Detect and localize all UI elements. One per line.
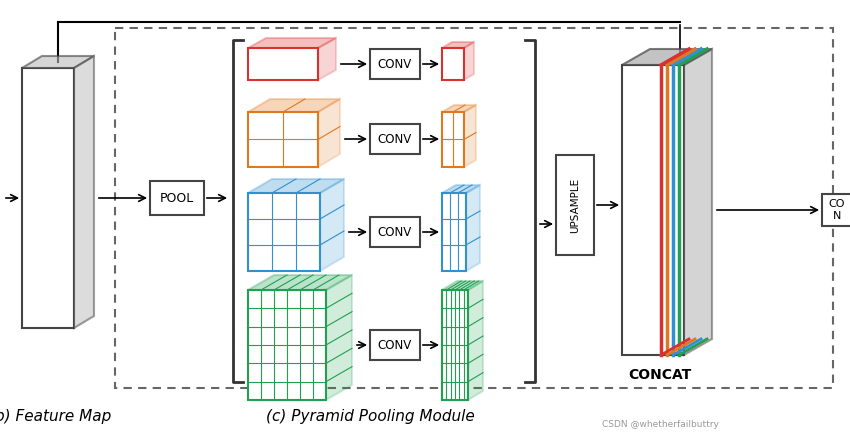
Text: CSDN @whetherfailbuttry: CSDN @whetherfailbuttry xyxy=(602,419,718,429)
Text: CO
N: CO N xyxy=(829,199,845,221)
Polygon shape xyxy=(468,281,483,400)
Text: CONV: CONV xyxy=(378,133,412,146)
Polygon shape xyxy=(248,275,352,290)
Text: CONV: CONV xyxy=(378,58,412,71)
Bar xyxy=(370,49,420,79)
Polygon shape xyxy=(248,38,336,48)
Polygon shape xyxy=(622,65,684,355)
Polygon shape xyxy=(320,179,344,271)
Bar xyxy=(370,330,420,360)
Polygon shape xyxy=(464,42,474,80)
Bar xyxy=(115,28,833,388)
Text: CONV: CONV xyxy=(378,225,412,238)
Bar xyxy=(370,124,420,154)
Polygon shape xyxy=(442,48,464,80)
Polygon shape xyxy=(318,38,336,80)
Polygon shape xyxy=(248,112,318,167)
Polygon shape xyxy=(442,193,466,271)
Polygon shape xyxy=(466,185,480,271)
Polygon shape xyxy=(442,185,480,193)
Text: (c) Pyramid Pooling Module: (c) Pyramid Pooling Module xyxy=(265,409,474,423)
Polygon shape xyxy=(248,99,340,112)
Polygon shape xyxy=(248,193,320,271)
Text: POOL: POOL xyxy=(160,191,194,204)
Polygon shape xyxy=(22,56,94,68)
Bar xyxy=(556,155,594,255)
Text: (b) Feature Map: (b) Feature Map xyxy=(0,409,111,423)
Polygon shape xyxy=(22,68,74,328)
Polygon shape xyxy=(442,42,474,48)
Polygon shape xyxy=(74,56,94,328)
Polygon shape xyxy=(248,290,326,400)
Polygon shape xyxy=(442,281,483,290)
Text: CONV: CONV xyxy=(378,338,412,351)
Text: CONCAT: CONCAT xyxy=(628,368,692,382)
Bar xyxy=(822,194,850,226)
Polygon shape xyxy=(442,105,476,112)
Bar xyxy=(370,217,420,247)
Polygon shape xyxy=(326,275,352,400)
Bar xyxy=(150,181,204,215)
Polygon shape xyxy=(248,179,344,193)
Polygon shape xyxy=(464,105,476,167)
Polygon shape xyxy=(318,99,340,167)
Polygon shape xyxy=(684,49,712,355)
Text: UPSAMPLE: UPSAMPLE xyxy=(570,177,580,232)
Polygon shape xyxy=(442,112,464,167)
Polygon shape xyxy=(248,48,318,80)
Polygon shape xyxy=(622,49,712,65)
Polygon shape xyxy=(442,290,468,400)
